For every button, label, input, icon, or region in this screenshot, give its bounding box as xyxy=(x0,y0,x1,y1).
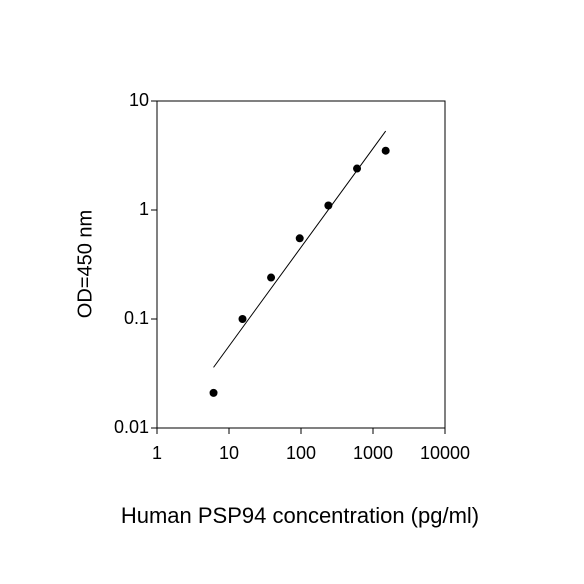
y-tick-label: 0.01 xyxy=(114,417,149,437)
y-axis-label: OD=450 nm xyxy=(74,210,96,318)
y-tick-label: 1 xyxy=(139,199,149,219)
x-axis-label: Human PSP94 concentration (pg/ml) xyxy=(121,503,479,528)
data-point xyxy=(209,388,218,397)
data-point xyxy=(324,201,333,210)
data-point xyxy=(267,273,276,282)
data-point xyxy=(238,315,247,323)
x-tick-label: 1000 xyxy=(353,443,393,463)
x-tick-label: 1 xyxy=(152,443,162,463)
plot-frame xyxy=(156,100,446,429)
data-point xyxy=(295,234,304,243)
y-tick-label: 0.1 xyxy=(124,308,149,328)
y-tick-label: 10 xyxy=(129,90,149,110)
x-tick-label: 100 xyxy=(286,443,316,463)
data-point xyxy=(381,146,390,155)
x-tick-label: 10000 xyxy=(420,443,470,463)
data-point xyxy=(353,164,362,173)
x-tick-label: 10 xyxy=(219,443,239,463)
